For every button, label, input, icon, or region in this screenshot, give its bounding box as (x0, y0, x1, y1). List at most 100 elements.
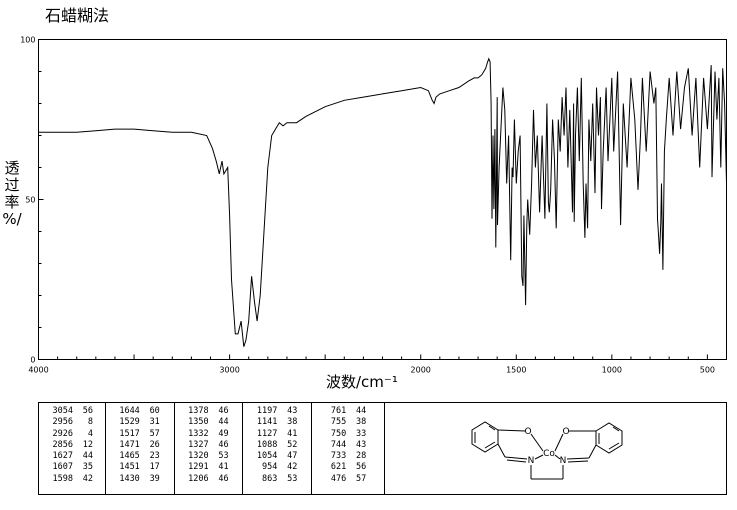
peak-table-column: 3054 56 2956 8 2926 4 2856 12 1627 44 1607 35 1598 42 (39, 403, 106, 494)
peak-transmittance: 56 (355, 462, 367, 473)
peak-wavenumber: 1054 (256, 451, 278, 462)
peak-wavenumber: 761 (330, 406, 347, 416)
peak-wavenumber: 2856 (52, 439, 73, 450)
y-axis-label-char: %/ (2, 210, 22, 228)
plot-frame (38, 39, 727, 360)
peak-row: 750 33 (312, 429, 384, 440)
x-tick-label: 1000 (602, 366, 622, 375)
x-axis-label: 波数/cm⁻¹ (326, 373, 398, 391)
peak-transmittance: 41 (218, 462, 229, 473)
y-tick-label: 0 (30, 356, 35, 365)
y-axis-label: 透过率 %/ (2, 160, 22, 228)
peak-row: 755 38 (312, 417, 384, 428)
peak-row: 1529 31 (106, 417, 174, 428)
y-axis-label-char: 率 (4, 193, 20, 211)
peak-transmittance: 23 (149, 451, 160, 462)
peak-transmittance: 57 (149, 428, 160, 439)
peak-row: 1350 44 (175, 417, 243, 428)
peak-wavenumber: 863 (262, 473, 278, 484)
peak-transmittance: 26 (149, 439, 160, 450)
peak-row: 1320 53 (175, 451, 243, 462)
peak-wavenumber: 755 (330, 417, 347, 428)
x-tick-label: 1500 (506, 366, 526, 375)
peak-transmittance: 41 (287, 428, 298, 439)
peak-row: 621 56 (312, 462, 384, 473)
oxygen-right-label: O (562, 427, 569, 437)
peak-wavenumber: 1644 (119, 406, 140, 416)
peak-row: 1598 42 (39, 474, 105, 485)
peak-transmittance: 33 (355, 428, 367, 439)
peak-table-column: 1644 60 1529 31 1517 57 1471 26 1465 23 1451 17 1430… (106, 403, 175, 494)
peak-wavenumber: 1430 (119, 473, 140, 484)
transmittance-line (38, 57, 727, 347)
peak-transmittance: 46 (218, 473, 229, 484)
peak-row: 1291 41 (175, 462, 243, 473)
y-tick-label: 100 (20, 36, 35, 45)
spectrum-title: 石蜡糊法 (45, 6, 110, 25)
peak-transmittance: 39 (149, 473, 160, 484)
peak-wavenumber: 1451 (119, 462, 140, 473)
x-axis-ticks: 4000 3000 2000 1500 1000 500 (28, 354, 727, 375)
peak-transmittance: 57 (355, 473, 367, 484)
peak-row: 1471 26 (106, 440, 174, 451)
nitrogen-right-label: N (560, 456, 567, 466)
peak-wavenumber: 954 (262, 462, 278, 473)
peak-row: 1378 46 (175, 406, 243, 417)
peak-wavenumber: 1378 (188, 406, 209, 416)
oxygen-left-label: O (524, 427, 531, 437)
peak-transmittance: 53 (218, 451, 229, 462)
peak-transmittance: 4 (87, 428, 93, 439)
peak-wavenumber: 1127 (256, 428, 278, 439)
nitrogen-left-label: N (528, 456, 535, 466)
peak-wavenumber: 1598 (52, 473, 73, 484)
peak-transmittance: 49 (218, 428, 229, 439)
peak-wavenumber: 1088 (256, 439, 278, 450)
peak-transmittance: 17 (149, 462, 160, 473)
molecule-structure-drawing: O O Co N N (471, 421, 623, 480)
peak-wavenumber: 1517 (119, 428, 140, 439)
peak-row: 863 53 (243, 474, 311, 485)
peak-transmittance: 38 (355, 417, 367, 428)
peak-row: 1517 57 (106, 429, 174, 440)
peak-transmittance: 53 (287, 473, 298, 484)
peak-row: 733 28 (312, 451, 384, 462)
peak-wavenumber: 2926 (52, 428, 73, 439)
peak-wavenumber: 1291 (188, 462, 209, 473)
peak-transmittance: 38 (287, 417, 298, 428)
peak-row: 1327 46 (175, 440, 243, 451)
peak-transmittance: 44 (82, 451, 93, 462)
peak-transmittance: 52 (287, 439, 298, 450)
peak-wavenumber: 1197 (256, 406, 278, 416)
peak-table-column: 761 44 755 38 750 33 744 43 733 28 621 56 476 57 (312, 403, 384, 494)
peak-row: 744 43 (312, 440, 384, 451)
peak-transmittance: 35 (82, 462, 93, 473)
peak-transmittance: 42 (82, 473, 93, 484)
peak-wavenumber: 3054 (52, 406, 73, 416)
peak-transmittance: 46 (218, 439, 229, 450)
peak-transmittance: 46 (218, 406, 229, 416)
peak-transmittance: 8 (87, 417, 93, 428)
peak-transmittance: 44 (218, 417, 229, 428)
peak-row: 2856 12 (39, 440, 105, 451)
peak-row: 3054 56 (39, 406, 105, 417)
structure-panel: O O Co N N (385, 402, 727, 495)
peak-table-column: 1197 43 1141 38 1127 41 1088 52 1054 47 954 42 863 53 (243, 403, 313, 494)
peak-wavenumber: 744 (330, 439, 347, 450)
peak-wavenumber: 1529 (119, 417, 140, 428)
peak-wavenumber: 1350 (188, 417, 209, 428)
peak-wavenumber: 1327 (188, 439, 209, 450)
peak-transmittance: 28 (355, 451, 367, 462)
peak-table: 3054 56 2956 8 2926 4 2856 12 1627 44 1607 35 1598 42… (38, 402, 385, 495)
peak-row: 1088 52 (243, 440, 311, 451)
peak-row: 1127 41 (243, 429, 311, 440)
peak-transmittance: 12 (82, 439, 93, 450)
peak-row: 1607 35 (39, 462, 105, 473)
y-tick-label: 50 (25, 196, 35, 205)
peak-row: 1451 17 (106, 462, 174, 473)
peak-wavenumber: 1465 (119, 451, 140, 462)
peak-wavenumber: 1206 (188, 473, 209, 484)
peak-row: 1644 60 (106, 406, 174, 417)
peak-wavenumber: 750 (330, 428, 347, 439)
peak-row: 476 57 (312, 474, 384, 485)
peak-row: 1206 46 (175, 474, 243, 485)
